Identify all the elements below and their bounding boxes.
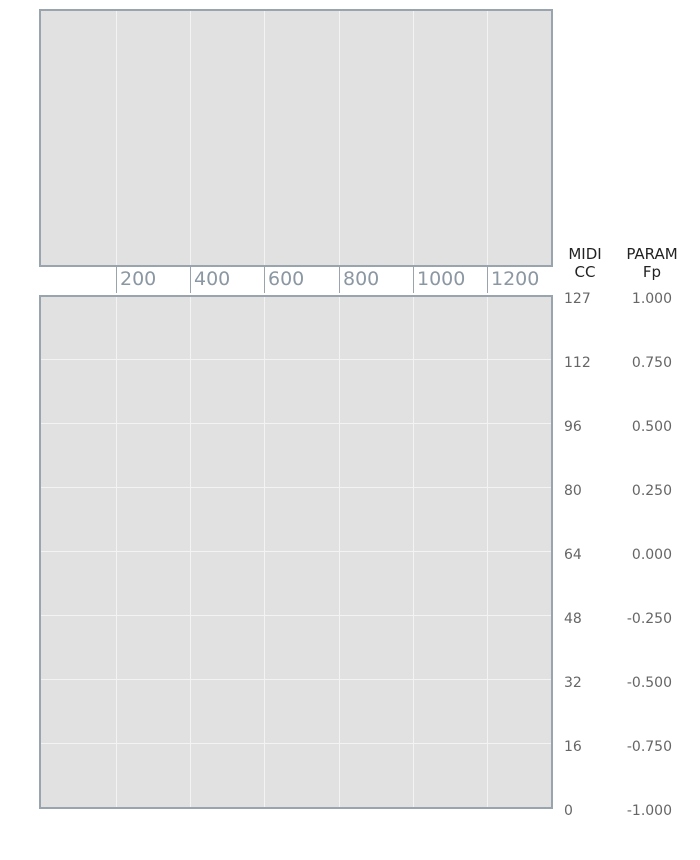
grid-vertical-line	[116, 297, 117, 807]
grid-vertical-line	[190, 11, 191, 265]
x-tick-label: 600	[264, 265, 304, 293]
grid-vertical-line	[413, 11, 414, 265]
grid-horizontal-line	[41, 743, 551, 744]
param-fp-value: 1.000	[631, 291, 672, 307]
frequency-axis: 200 400 600 800 1000 1200	[39, 265, 553, 293]
param-fp-value: -0.750	[626, 739, 672, 755]
bottom-graph-area[interactable]	[39, 295, 553, 809]
grid-horizontal-line	[41, 679, 551, 680]
grid-horizontal-line	[41, 359, 551, 360]
midi-header-line2: CC	[574, 263, 596, 281]
top-graph-area[interactable]	[39, 9, 553, 267]
grid-horizontal-line	[41, 423, 551, 424]
grid-vertical-line	[339, 297, 340, 807]
x-tick-label: 400	[190, 265, 230, 293]
x-tick-label: 1200	[487, 265, 539, 293]
grid-vertical-line	[264, 297, 265, 807]
midi-cc-value: 96	[564, 419, 582, 435]
param-fp-value: 0.250	[631, 483, 672, 499]
grid-vertical-line	[190, 297, 191, 807]
param-fp-value: 0.500	[631, 419, 672, 435]
grid-vertical-line	[487, 297, 488, 807]
grid-horizontal-line	[41, 551, 551, 552]
midi-cc-value: 0	[564, 803, 573, 819]
midi-cc-value: 32	[564, 675, 582, 691]
x-tick-label: 200	[116, 265, 156, 293]
grid-vertical-line	[487, 11, 488, 265]
grid-vertical-line	[264, 11, 265, 265]
midi-cc-value: 64	[564, 547, 582, 563]
x-tick-label: 800	[339, 265, 379, 293]
x-tick-label: 1000	[413, 265, 465, 293]
midi-cc-value: 48	[564, 611, 582, 627]
param-fp-header: PARAM Fp	[619, 245, 685, 281]
midi-cc-value: 127	[564, 291, 591, 307]
midi-cc-value: 16	[564, 739, 582, 755]
grid-horizontal-line	[41, 487, 551, 488]
param-fp-value: 0.750	[631, 355, 672, 371]
midi-cc-value: 112	[564, 355, 591, 371]
grid-vertical-line	[116, 11, 117, 265]
param-fp-value: -0.250	[626, 611, 672, 627]
grid-vertical-line	[339, 11, 340, 265]
midi-cc-value: 80	[564, 483, 582, 499]
grid-horizontal-line	[41, 615, 551, 616]
midi-header-line1: MIDI	[568, 245, 602, 263]
param-fp-value: 0.000	[631, 547, 672, 563]
midi-cc-header: MIDI CC	[560, 245, 610, 281]
param-header-line2: Fp	[642, 263, 662, 281]
param-fp-value: -0.500	[626, 675, 672, 691]
param-header-line1: PARAM	[626, 245, 678, 263]
grid-vertical-line	[413, 297, 414, 807]
param-fp-value: -1.000	[626, 803, 672, 819]
